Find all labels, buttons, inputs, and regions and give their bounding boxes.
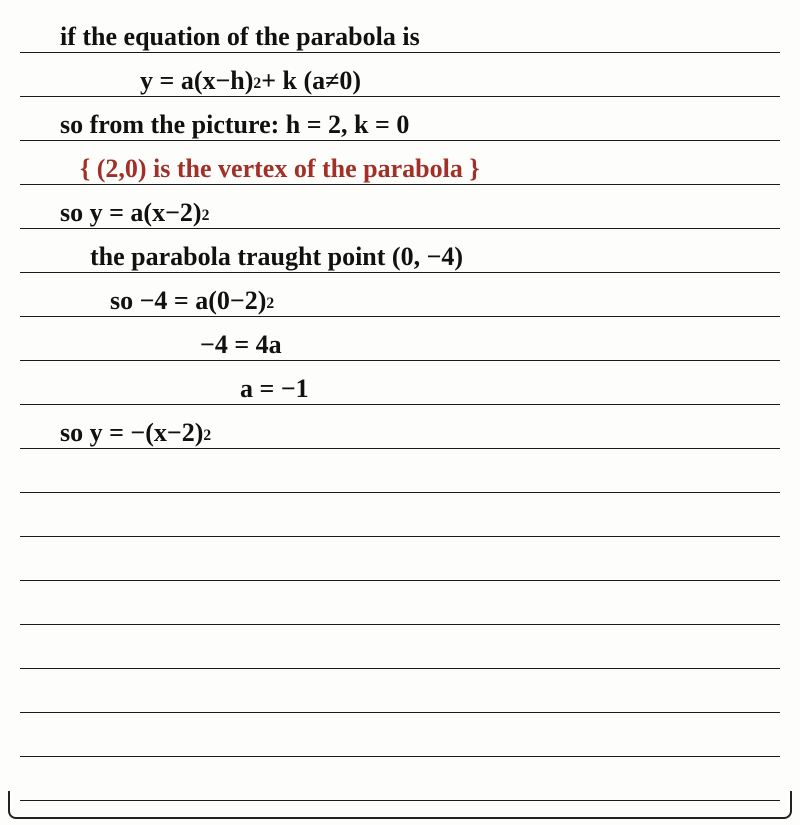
handwritten-line: so y = −(x−2)2 (0, 404, 800, 448)
handwritten-line (0, 448, 800, 492)
handwritten-line: y = a(x−h)2 + k (a≠0) (0, 52, 800, 96)
handwritten-line (0, 536, 800, 580)
handwritten-line: { (2,0) is the vertex of the parabola } (0, 140, 800, 184)
handwritten-line (0, 668, 800, 712)
handwritten-line: so from the picture: h = 2, k = 0 (0, 96, 800, 140)
handwritten-line: a = −1 (0, 360, 800, 404)
handwritten-line (0, 492, 800, 536)
handwritten-line (0, 580, 800, 624)
handwritten-line: −4 = 4a (0, 316, 800, 360)
handwritten-line (0, 624, 800, 668)
handwritten-line: so y = a(x−2)2 (0, 184, 800, 228)
handwritten-line (0, 712, 800, 756)
handwritten-line: so −4 = a(0−2)2 (0, 272, 800, 316)
handwritten-line: if the equation of the parabola is (0, 8, 800, 52)
page-bottom-edge (8, 791, 792, 819)
notebook-page: if the equation of the parabola isy = a(… (0, 0, 800, 825)
handwritten-line: the parabola traught point (0, −4) (0, 228, 800, 272)
